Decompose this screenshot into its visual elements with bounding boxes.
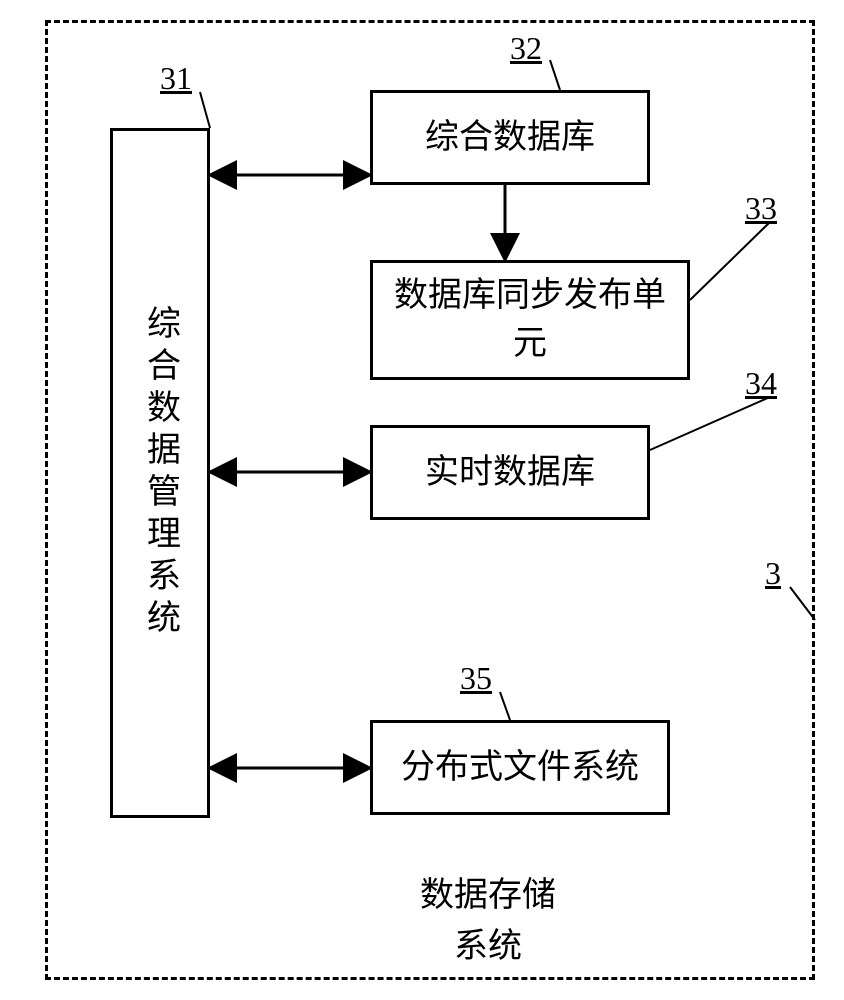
node-33-number: 33 [745, 190, 777, 227]
node-31: 综合数据管理系统 [110, 128, 210, 818]
node-33: 数据库同步发布单元 [370, 260, 690, 380]
node-33-label-text: 数据库同步发布单元 [390, 272, 670, 367]
node-31-number: 31 [160, 60, 192, 97]
node-31-label: 综合数据管理系统 [136, 305, 185, 641]
system-title: 数据存储 系统 [420, 870, 556, 972]
diagram-canvas: 综合数据管理系统 31 综合数据库 32 数据库同步发布单元 33 实时数据库 … [0, 0, 844, 1000]
node-33-label: 数据库同步发布单元 [390, 272, 670, 367]
frame-number: 3 [765, 555, 781, 592]
node-32-label: 综合数据库 [425, 114, 595, 162]
node-34-number: 34 [745, 365, 777, 402]
node-35-number: 35 [460, 660, 492, 697]
node-35: 分布式文件系统 [370, 720, 670, 815]
node-35-label: 分布式文件系统 [401, 744, 639, 792]
node-32-number: 32 [510, 30, 542, 67]
node-32: 综合数据库 [370, 90, 650, 185]
system-title-line2: 系统 [454, 928, 522, 965]
node-34-label: 实时数据库 [425, 449, 595, 497]
node-34: 实时数据库 [370, 425, 650, 520]
system-title-line1: 数据存储 [420, 877, 556, 914]
